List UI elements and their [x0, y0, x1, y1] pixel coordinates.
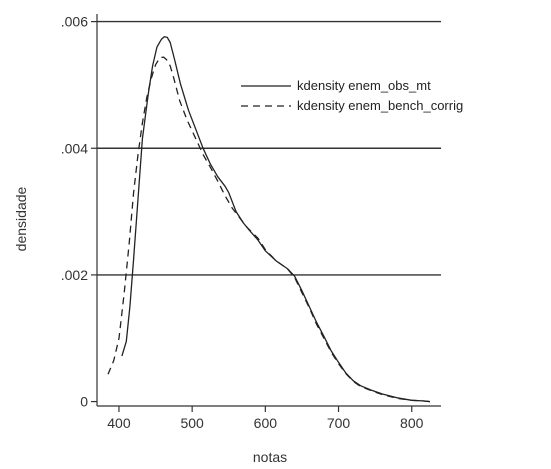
x-tick-label: 600: [254, 415, 278, 431]
x-tick-label: 500: [180, 415, 204, 431]
x-tick-marks: 400 500 600 700 800: [107, 406, 424, 431]
x-tick-label: 400: [107, 415, 131, 431]
x-tick-label: 700: [327, 415, 351, 431]
axes: [96, 14, 441, 407]
legend-label-bench: kdensity enem_bench_corrig: [297, 98, 463, 113]
x-tick-label: 800: [400, 415, 424, 431]
y-tick-label: .002: [61, 267, 88, 283]
x-axis-label: notas: [253, 449, 287, 465]
y-tick-label: 0: [80, 394, 88, 410]
grid-lines: [97, 20, 441, 276]
series-lines: [107, 36, 431, 403]
y-tick-marks: 0 .002 .004 .006: [61, 14, 97, 410]
y-axis-label: densidade: [13, 186, 29, 251]
series-line-bench: [107, 56, 431, 403]
y-tick-label: .004: [61, 140, 88, 156]
legend-label-obs: kdensity enem_obs_mt: [297, 78, 431, 93]
legend: kdensity enem_obs_mt kdensity enem_bench…: [241, 78, 463, 113]
y-tick-label: .006: [61, 14, 88, 30]
